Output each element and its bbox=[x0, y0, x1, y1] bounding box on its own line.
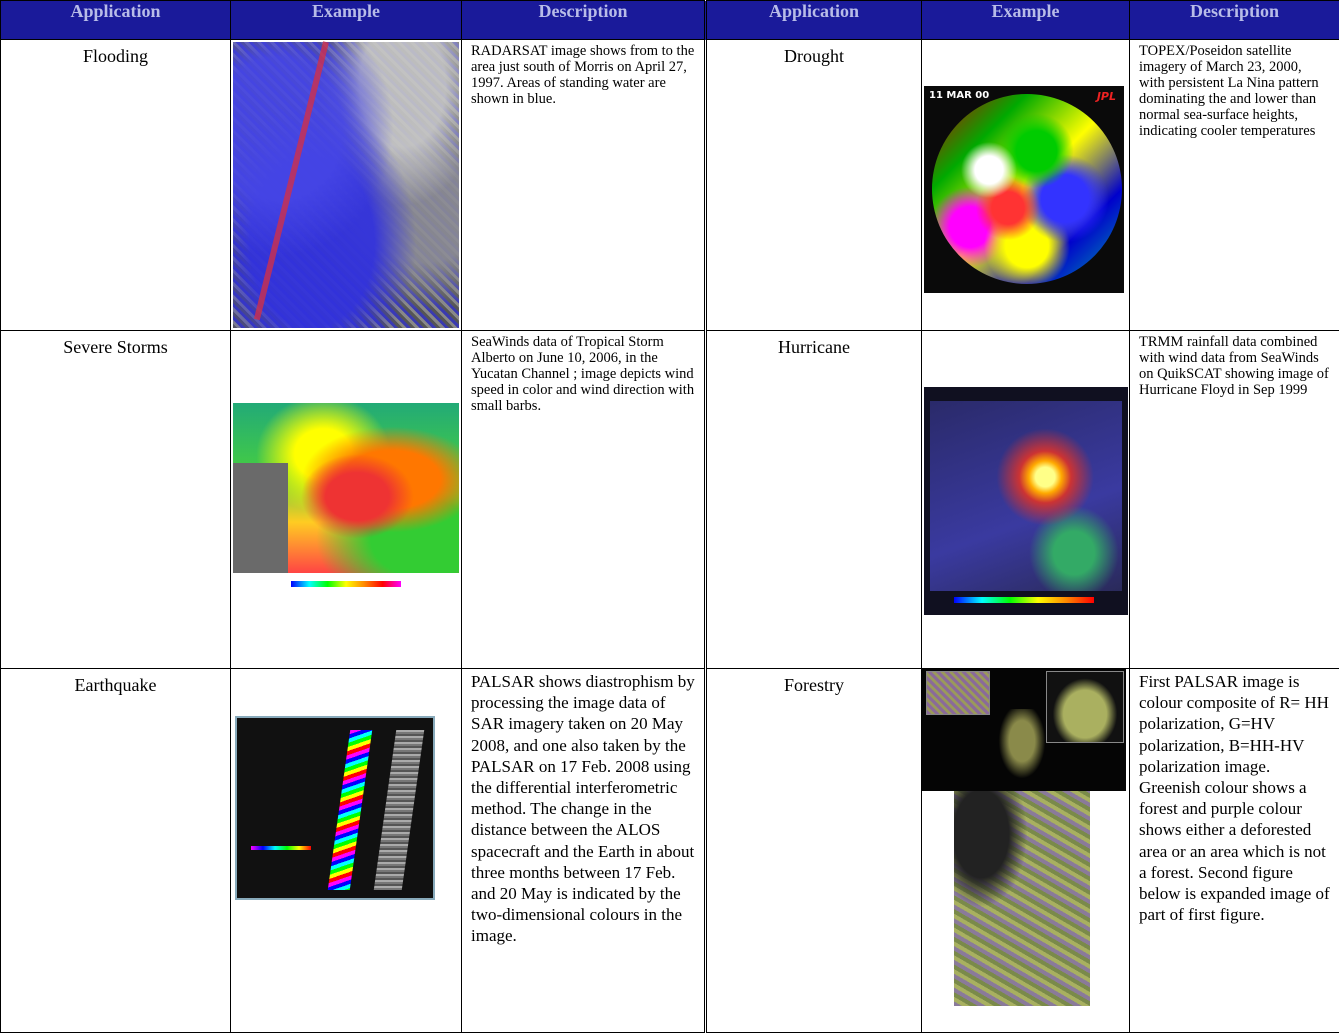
drought-globe-image: 11 MAR 00 JPL bbox=[924, 86, 1124, 293]
description-cell: SeaWinds data of Tropical Storm Alberto … bbox=[462, 331, 706, 669]
application-cell: Drought bbox=[706, 40, 922, 331]
description-cell: RADARSAT image shows from to the area ju… bbox=[462, 40, 706, 331]
header-example: Example bbox=[922, 1, 1130, 40]
description-cell: TRMM rainfall data combined with wind da… bbox=[1130, 331, 1339, 669]
description-cell: PALSAR shows diastrophism by processing … bbox=[462, 669, 706, 1033]
image-date-label: 11 MAR 00 bbox=[929, 90, 989, 101]
application-cell: Flooding bbox=[1, 40, 231, 331]
header-description: Description bbox=[1130, 1, 1339, 40]
storm-windspeed-image bbox=[233, 403, 459, 573]
example-cell: 11 MAR 00 JPL bbox=[922, 40, 1130, 331]
hurricane-rainfall-image bbox=[924, 387, 1128, 615]
header-row: Application Example Description Applicat… bbox=[1, 1, 1339, 40]
application-cell: Forestry bbox=[706, 669, 922, 1033]
table-row: Severe Storms SeaWinds data of Tropical … bbox=[1, 331, 1339, 669]
forestry-palsar-image bbox=[922, 669, 1126, 1006]
application-cell: Severe Storms bbox=[1, 331, 231, 669]
table-row: Flooding RADARSAT image shows from to th… bbox=[1, 40, 1339, 331]
example-cell bbox=[231, 40, 462, 331]
description-cell: First PALSAR image is colour composite o… bbox=[1130, 669, 1339, 1033]
header-application: Application bbox=[706, 1, 922, 40]
example-cell bbox=[231, 331, 462, 669]
flooding-radar-image bbox=[233, 42, 459, 328]
table-row: Earthquake PALSAR shows diastrophism by … bbox=[1, 669, 1339, 1033]
example-cell bbox=[231, 669, 462, 1033]
windspeed-colorbar bbox=[291, 581, 401, 587]
header-description: Description bbox=[462, 1, 706, 40]
header-example: Example bbox=[231, 1, 462, 40]
example-cell bbox=[922, 669, 1130, 1033]
application-cell: Earthquake bbox=[1, 669, 231, 1033]
earthquake-interferogram-image bbox=[235, 716, 435, 900]
description-cell: TOPEX/Poseidon satellite imagery of Marc… bbox=[1130, 40, 1339, 331]
jpl-logo: JPL bbox=[1097, 90, 1116, 103]
example-cell bbox=[922, 331, 1130, 669]
application-cell: Hurricane bbox=[706, 331, 922, 669]
header-application: Application bbox=[1, 1, 231, 40]
